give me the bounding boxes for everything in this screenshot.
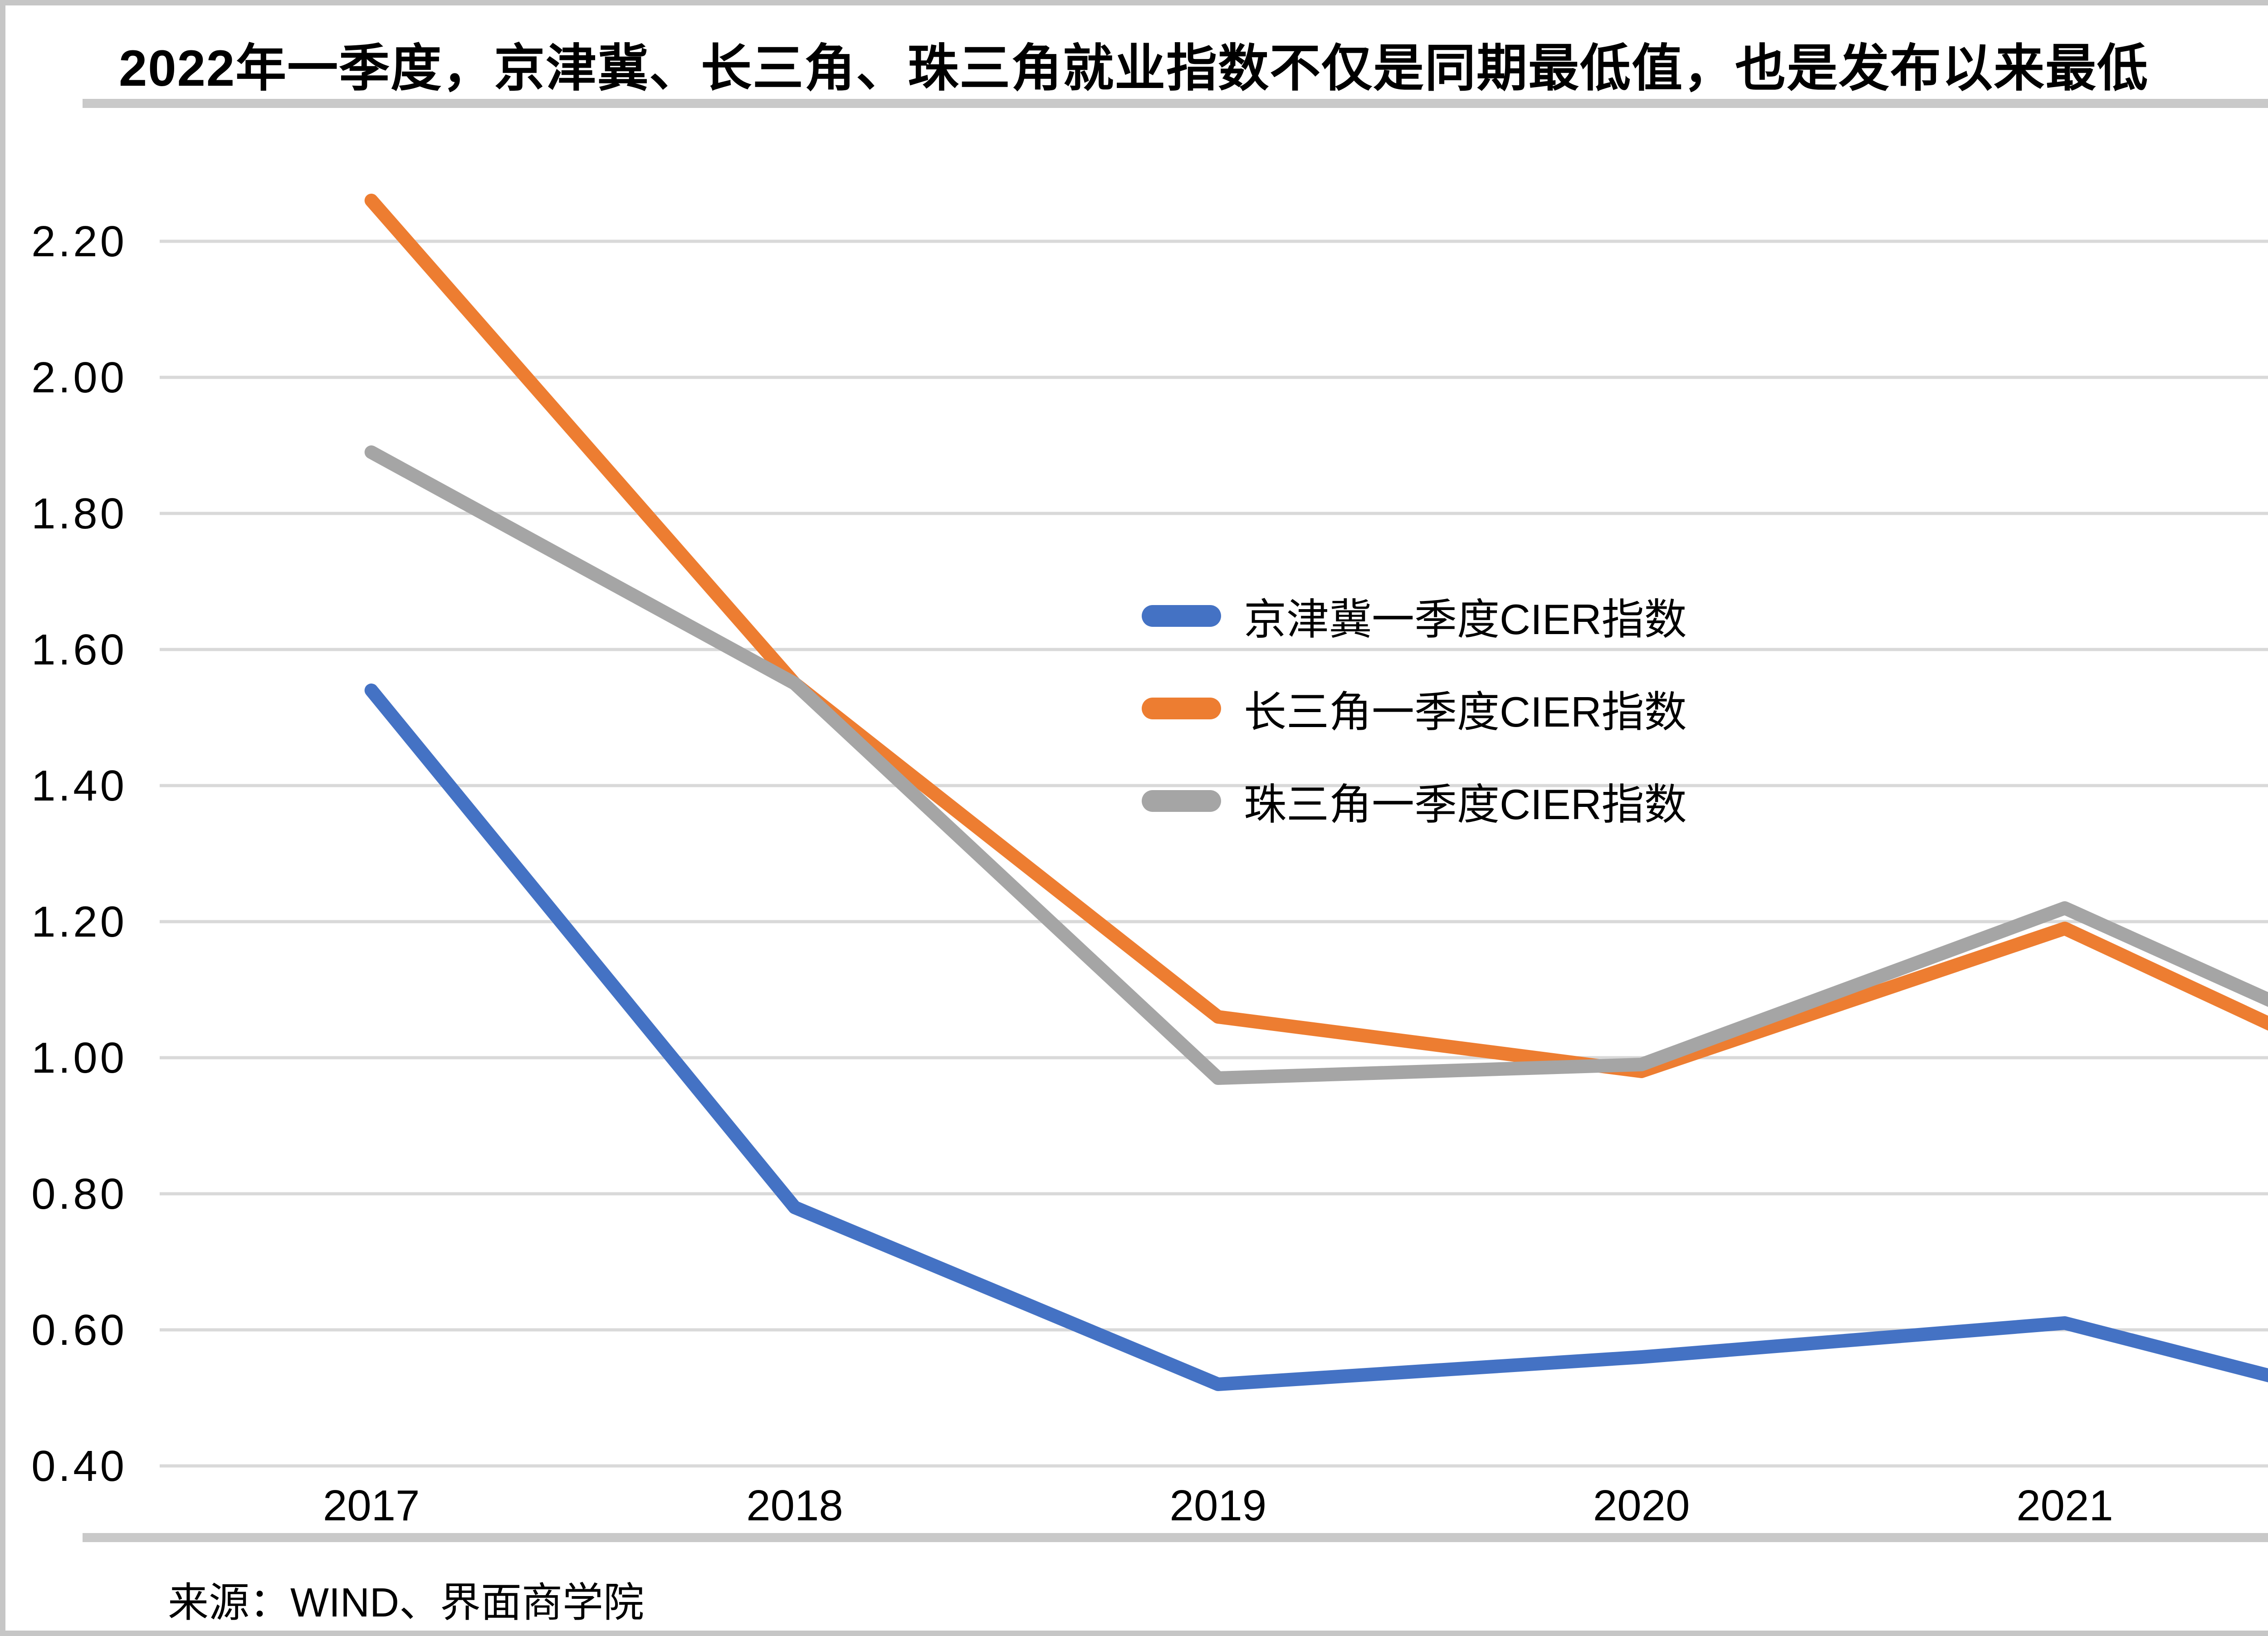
chart-title: 2022年一季度，京津冀、长三角、珠三角就业指数不仅是同期最低值，也是发布以来最… bbox=[119, 40, 2149, 97]
series-line-1 bbox=[364, 194, 2268, 1078]
y-tick-label: 0.40 bbox=[31, 1442, 127, 1490]
y-tick-label: 1.00 bbox=[31, 1034, 127, 1082]
x-tick-label: 2019 bbox=[1170, 1481, 1267, 1530]
x-tick-label: 2018 bbox=[746, 1481, 843, 1530]
series-line-0 bbox=[364, 684, 2268, 1391]
title-divider-bar bbox=[83, 99, 2268, 108]
legend-swatch-gray bbox=[1142, 790, 1221, 812]
legend-label: 长三角一季度CIER指数 bbox=[1244, 688, 1687, 736]
y-tick-label: 2.20 bbox=[31, 217, 127, 266]
legend-swatch-orange bbox=[1142, 698, 1221, 719]
y-tick-label: 0.60 bbox=[31, 1306, 127, 1354]
y-tick-label: 1.60 bbox=[31, 625, 127, 674]
legend-swatch-blue bbox=[1142, 605, 1221, 627]
y-tick-label: 1.20 bbox=[31, 898, 127, 946]
y-tick-label: 0.80 bbox=[31, 1170, 127, 1218]
legend-item-jingjinji: 京津冀一季度CIER指数 bbox=[1142, 593, 1687, 643]
x-tick-label: 2020 bbox=[1593, 1481, 1690, 1530]
x-tick-label: 2017 bbox=[323, 1481, 420, 1530]
chart-legend: 京津冀一季度CIER指数 长三角一季度CIER指数 珠三角一季度CIER指数 bbox=[1142, 593, 1687, 828]
legend-label: 珠三角一季度CIER指数 bbox=[1244, 781, 1687, 828]
source-text: 来源：WIND、界面商学院 bbox=[168, 1580, 644, 1626]
y-tick-label: 1.80 bbox=[31, 489, 127, 538]
axis-divider-bar bbox=[83, 1533, 2268, 1542]
y-tick-label: 2.00 bbox=[31, 353, 127, 402]
x-tick-label: 2021 bbox=[2016, 1481, 2113, 1530]
y-tick-label: 1.40 bbox=[31, 762, 127, 810]
line-chart-plot: 0.40 0.60 0.80 1.00 1.20 1.40 1.60 1.80 2.00 2.20… bbox=[31, 194, 2268, 1530]
legend-item-changsanjiao: 长三角一季度CIER指数 bbox=[1142, 686, 1687, 736]
legend-item-zhusanjiao: 珠三角一季度CIER指数 bbox=[1142, 778, 1687, 828]
series-line-2 bbox=[364, 445, 2268, 1085]
legend-label: 京津冀一季度CIER指数 bbox=[1244, 596, 1687, 643]
